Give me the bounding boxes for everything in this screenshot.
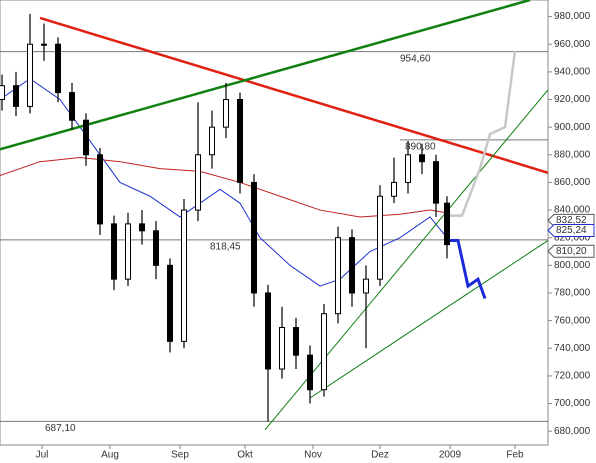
y-tick-label: 700,000 (554, 398, 591, 409)
overlay-line (447, 238, 487, 300)
y-tick-label: 760,000 (554, 315, 591, 326)
y-tick-label: 960,000 (554, 39, 591, 50)
y-tick-label: 740,000 (554, 343, 591, 354)
candle-body (251, 181, 257, 294)
x-tick-label: Aug (101, 450, 119, 461)
candle-body (139, 223, 145, 232)
x-tick-label: 2009 (439, 450, 462, 461)
x-tick-label: Sep (171, 450, 189, 461)
y-tick-label: 900,000 (554, 122, 591, 133)
candle-body (265, 292, 271, 370)
level-label: 890,80 (405, 141, 436, 152)
candle-body (237, 99, 243, 183)
candle-body (335, 237, 341, 315)
candle-body (97, 154, 103, 225)
candle-body (167, 264, 173, 342)
y-tick-label: 800,000 (554, 260, 591, 271)
candle-body (195, 154, 201, 211)
y-tick-label: 820,000 (554, 232, 591, 243)
x-tick-label: Okt (237, 450, 253, 461)
x-tick-label: Feb (506, 450, 524, 461)
candle-body (153, 230, 159, 266)
y-tick-label: 980,000 (554, 11, 591, 22)
candle-body (279, 327, 285, 370)
candle-body (433, 161, 439, 204)
overlay-line (39, 16, 548, 174)
candle-body (27, 43, 33, 107)
candle-body (125, 223, 131, 280)
candle-body (55, 43, 61, 94)
y-tick-label: 880,000 (554, 149, 591, 160)
overlay-line (309, 240, 548, 399)
candle-body (307, 354, 313, 391)
y-tick-label: 920,000 (554, 94, 591, 105)
y-tick-label: 840,000 (554, 205, 591, 216)
x-tick-label: Dez (371, 450, 389, 461)
grid (41, 16, 552, 449)
y-tick-label: 940,000 (554, 67, 591, 78)
price-box-label: 832,52 (556, 215, 587, 226)
candle-body (419, 154, 425, 163)
candle-body (111, 223, 117, 280)
candle-body (69, 92, 75, 121)
candle-body (13, 85, 19, 107)
price-box-label: 810,20 (556, 246, 587, 257)
candle-body (181, 209, 187, 342)
candle-body (41, 43, 47, 46)
labels: 680,000 700,000 720,000 740,000 760,000 780,0… (36, 11, 595, 461)
y-tick-label: 860,000 (554, 177, 591, 188)
candle-body (349, 237, 355, 294)
candle-body (444, 202, 450, 246)
y-tick-label: 780,000 (554, 288, 591, 299)
candle-body (377, 195, 383, 280)
candle-body (405, 154, 411, 183)
plot-area (0, 0, 549, 446)
level-label: 818,45 (210, 241, 241, 252)
level-label: 954,60 (400, 53, 431, 64)
price-box (547, 223, 595, 237)
candle-body (391, 181, 397, 197)
y-tick-label: 720,000 (554, 371, 591, 382)
x-tick-label: Jul (36, 450, 49, 461)
x-tick-label: Nov (304, 450, 322, 461)
candle-body (0, 85, 5, 101)
candle-body (209, 126, 215, 156)
candle-body (363, 278, 369, 294)
candle-body (293, 327, 299, 356)
plot (0, 0, 548, 431)
overlay-line (447, 50, 517, 217)
y-tick-label: 680,000 (554, 426, 591, 437)
level-label: 687,10 (45, 423, 76, 434)
candle-body (223, 99, 229, 128)
candle-body (321, 313, 327, 391)
price-box-label: 825,24 (556, 225, 587, 236)
candle-body (83, 119, 89, 156)
price-box (547, 244, 595, 258)
